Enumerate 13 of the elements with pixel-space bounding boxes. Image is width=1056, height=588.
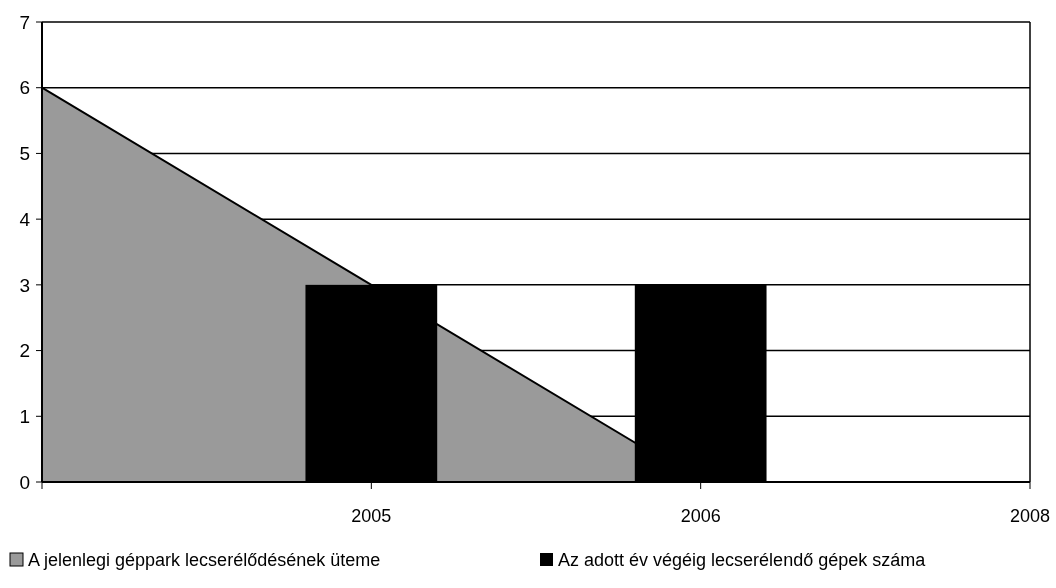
legend-label: Az adott év végéig lecserélendő gépek száma (558, 550, 927, 571)
x-tick-label: 2006 (680, 506, 721, 526)
y-tick-label: 5 (19, 143, 30, 165)
y-tick-label: 1 (19, 405, 30, 427)
y-tick-label: 2 (19, 340, 30, 362)
y-tick-label: 4 (19, 208, 31, 230)
legend-label: A jelenlegi géppark lecserélődésének üteme (28, 550, 381, 571)
x-tick-label: 2005 (351, 506, 392, 526)
y-tick-label: 6 (19, 77, 30, 99)
y-tick-label: 7 (19, 11, 30, 33)
y-tick-label: 3 (19, 274, 30, 296)
y-tick-label: 0 (19, 471, 30, 493)
x-tick-label: 2008 (1009, 506, 1051, 526)
